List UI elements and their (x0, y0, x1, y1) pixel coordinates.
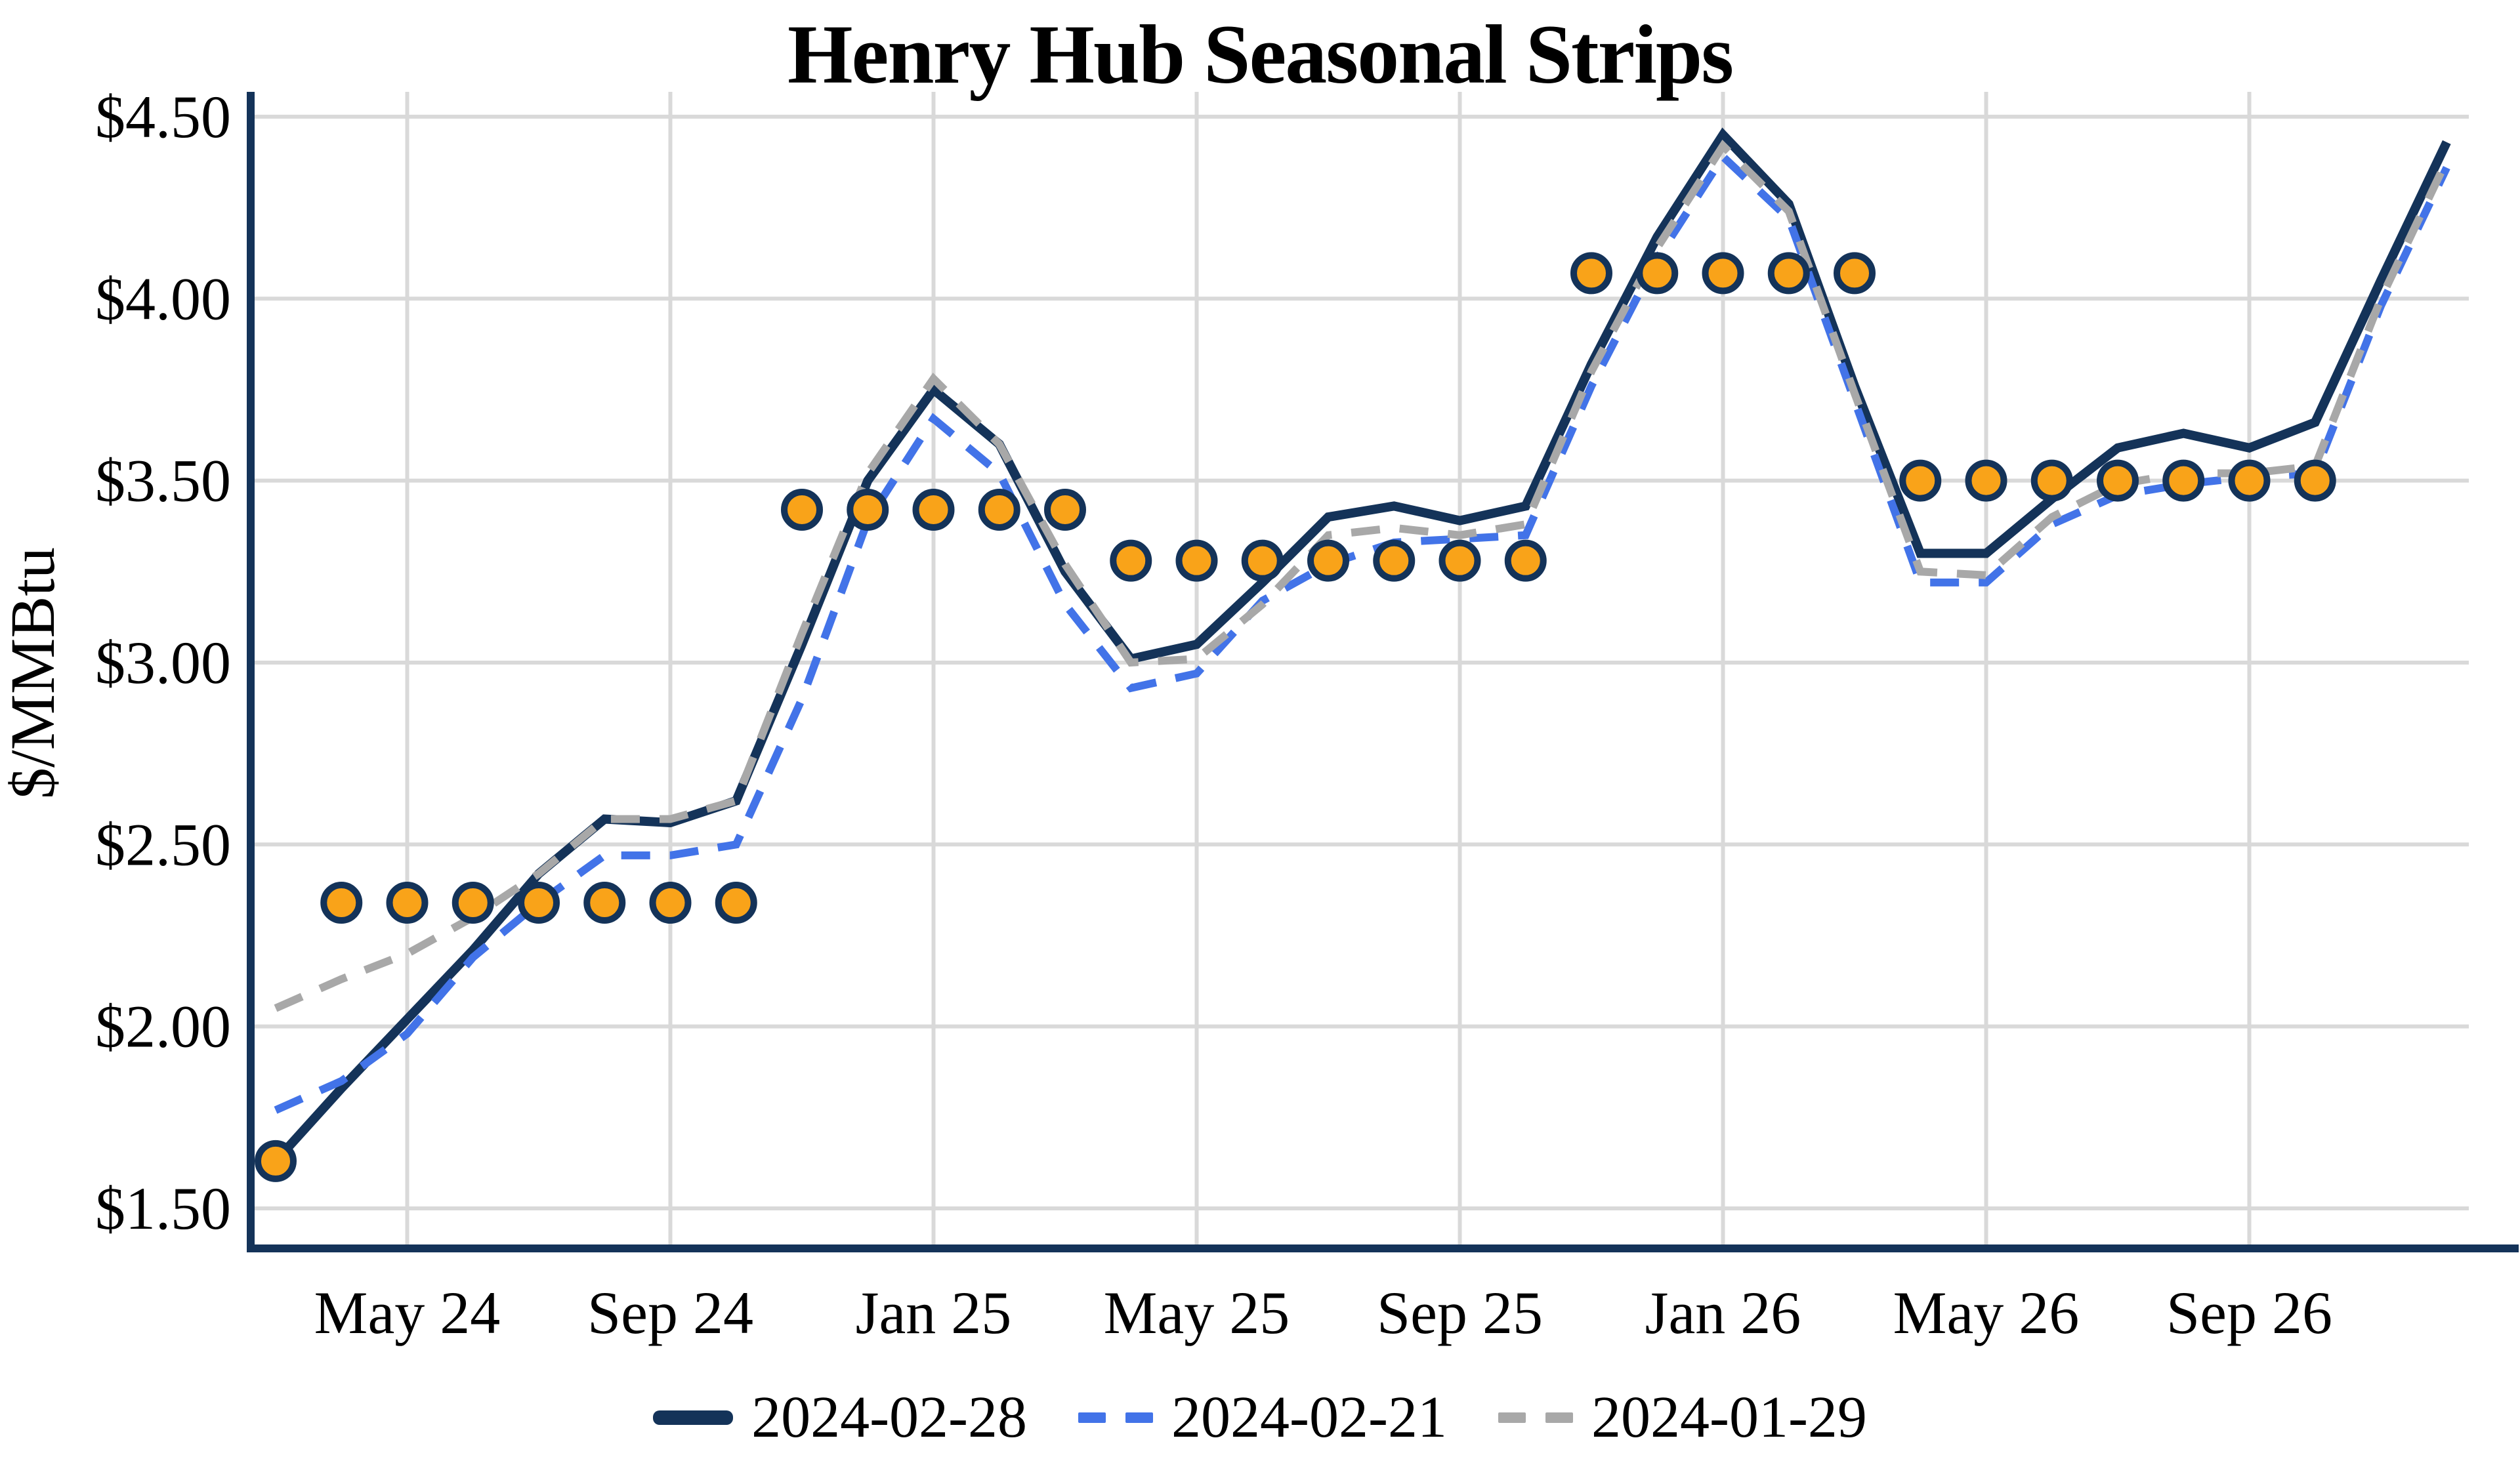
x-tick-label: May 26 (1893, 1279, 2080, 1346)
strip-average-dot (1175, 539, 1218, 582)
legend-swatch-solid-line-icon (653, 1410, 734, 1425)
x-tick-label: Sep 24 (587, 1279, 753, 1346)
chart-title: Henry Hub Seasonal Strips (787, 8, 1734, 101)
strip-average-dot (1636, 252, 1679, 295)
strip-average-dot (715, 882, 757, 924)
x-tick-label: Jan 25 (856, 1279, 1012, 1346)
y-tick-labels: $1.50 $2.00 $2.50 $3.00 $3.50 $4.00 $4.50 (95, 83, 231, 1242)
strip-average-dot (978, 488, 1020, 531)
gridlines (251, 92, 2469, 1248)
series-line-2024-02-28 (272, 127, 2451, 1164)
strip-average-dot (2030, 459, 2073, 502)
y-tick-label: $2.50 (95, 811, 231, 878)
legend: 2024-02-28 2024-02-21 2024-01-29 (0, 1375, 2520, 1460)
strip-average-dot (255, 1140, 297, 1182)
strip-average-dot (1307, 539, 1349, 582)
seasonal-strip-average-dots (255, 252, 2336, 1182)
legend-label: 2024-02-21 (1171, 1385, 1447, 1450)
legend-label: 2024-02-28 (751, 1385, 1028, 1450)
strip-average-dot (386, 882, 429, 924)
legend-item-2024-02-28: 2024-02-28 (653, 1388, 1027, 1447)
strip-average-dot (2097, 459, 2139, 502)
strip-average-dot (2294, 459, 2336, 502)
legend-item-2024-01-29: 2024-01-29 (1498, 1388, 1867, 1447)
legend-swatch-blue-dashed-line-icon (1078, 1412, 1154, 1423)
strip-average-dot (1965, 459, 2007, 502)
strip-average-dot (1241, 539, 1284, 582)
x-tick-labels: May 24 Sep 24 Jan 25 May 25 Sep 25 Jan 26 May … (314, 1279, 2332, 1346)
strip-average-dot (912, 488, 955, 531)
x-tick-label: Jan 26 (1645, 1279, 1801, 1346)
series-line-2024-02-21 (274, 150, 2450, 1114)
series-line-2024-01-29 (274, 139, 2450, 1012)
strip-average-dot (1438, 539, 1481, 582)
legend-item-2024-02-21: 2024-02-21 (1078, 1388, 1447, 1447)
strip-average-dot (1110, 539, 1152, 582)
strip-average-dot (1899, 459, 1942, 502)
legend-swatch-gray-dashed-line-icon (1498, 1412, 1573, 1423)
strip-average-dot (1702, 252, 1744, 295)
y-tick-label: $4.50 (95, 83, 231, 150)
strip-average-dot (649, 882, 692, 924)
strip-average-dot (847, 488, 889, 531)
x-tick-label: Sep 26 (2166, 1279, 2332, 1346)
x-tick-label: May 24 (314, 1279, 501, 1346)
strip-average-dot (1834, 252, 1876, 295)
strip-average-dot (1373, 539, 1416, 582)
y-tick-label: $3.00 (95, 629, 231, 696)
strip-average-dot (2228, 459, 2271, 502)
strip-average-dot (1044, 488, 1086, 531)
x-tick-label: Sep 25 (1377, 1279, 1543, 1346)
y-tick-label: $1.50 (95, 1175, 231, 1242)
strip-average-dot (583, 882, 626, 924)
strip-average-dot (452, 882, 494, 924)
x-tick-label: May 25 (1104, 1279, 1290, 1346)
strip-average-dot (1504, 539, 1547, 582)
strip-average-dot (1570, 252, 1612, 295)
y-tick-label: $2.00 (95, 993, 231, 1060)
legend-label: 2024-01-29 (1591, 1385, 1867, 1450)
strip-average-dot (2162, 459, 2205, 502)
y-tick-label: $3.50 (95, 447, 231, 514)
strip-average-dot (1767, 252, 1810, 295)
strip-average-dot (781, 488, 823, 531)
y-tick-label: $4.00 (95, 265, 231, 332)
strip-average-dot (320, 882, 363, 924)
strip-average-dot (518, 882, 560, 924)
